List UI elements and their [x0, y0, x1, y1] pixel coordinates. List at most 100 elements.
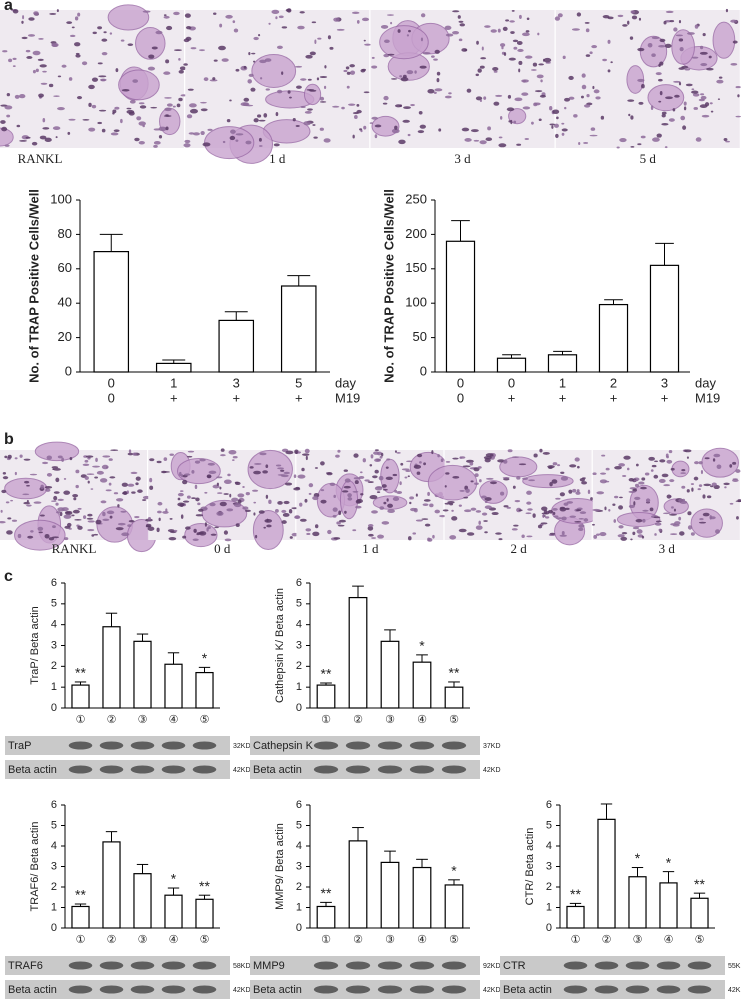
cell-small	[463, 496, 469, 499]
blot-label: MMP9	[253, 960, 285, 972]
cell-small	[197, 502, 201, 506]
cell-small	[280, 474, 289, 478]
cell-small	[26, 56, 33, 59]
cell-small	[216, 482, 219, 486]
cell-small	[710, 110, 714, 113]
cell-small	[21, 20, 24, 24]
cell-small	[509, 20, 515, 23]
cell-small	[576, 509, 582, 512]
y-tick-label: 4	[51, 619, 57, 631]
cell-small	[162, 471, 170, 473]
cell-small	[645, 498, 651, 503]
cell-small	[686, 456, 689, 459]
cell-small	[390, 21, 393, 25]
blot-band	[99, 985, 124, 994]
y-tick-label: 6	[51, 577, 57, 589]
cell-small	[510, 31, 515, 34]
cell-small	[134, 515, 140, 519]
cell-small	[526, 501, 532, 505]
cell-small	[473, 467, 480, 472]
cell-small	[120, 118, 123, 124]
cell-small	[461, 48, 468, 52]
y-tick-label: 50	[413, 329, 427, 344]
cell-small	[585, 54, 591, 57]
cell-small	[32, 69, 36, 74]
cell-small	[163, 15, 170, 19]
bar	[597, 818, 616, 929]
cell-small	[72, 494, 79, 498]
cell-small	[308, 483, 314, 488]
cell-small	[38, 93, 44, 98]
cell-small	[506, 506, 511, 509]
cell-small	[673, 27, 678, 32]
blot-band	[656, 961, 681, 970]
cell-small	[85, 455, 94, 458]
error-bar	[451, 220, 470, 242]
y-tick-label: 4	[296, 840, 302, 852]
cell-small	[374, 124, 382, 128]
cell-small	[661, 473, 669, 478]
blot-band	[161, 765, 186, 774]
error-bar	[569, 902, 582, 907]
significance: **	[321, 666, 332, 682]
cell-small	[414, 70, 417, 74]
y-axis-label: TraP/ Beta actin	[29, 606, 41, 684]
cell-small	[685, 83, 693, 87]
blot-band	[313, 961, 339, 970]
cell-small	[693, 107, 699, 110]
cell-small	[539, 448, 543, 453]
cell-small	[678, 498, 684, 503]
blot-band	[594, 985, 619, 994]
cell-small	[185, 36, 192, 41]
cell-small	[142, 124, 145, 128]
blot-band	[99, 961, 124, 970]
cell-small	[153, 128, 161, 131]
cell-small	[484, 531, 488, 534]
cell-small	[564, 97, 571, 102]
cell-small	[691, 56, 699, 59]
cell-small	[452, 10, 460, 13]
cell-small	[216, 511, 224, 516]
cell-small	[23, 501, 31, 505]
cell-small	[82, 463, 90, 467]
cell-small	[73, 497, 77, 501]
cell-small	[46, 455, 52, 460]
row-label: day	[335, 375, 356, 390]
cell-small	[53, 491, 60, 494]
cell-small	[84, 476, 89, 480]
cell-small	[234, 481, 239, 484]
cell-small	[596, 533, 600, 536]
cell-small	[301, 467, 305, 472]
treatment-label: +	[508, 390, 516, 405]
cell-small	[120, 39, 125, 42]
cell-small	[447, 500, 455, 504]
cell-large	[639, 35, 668, 68]
blot-band	[345, 741, 371, 750]
cell-small	[569, 464, 577, 468]
cell-small	[571, 28, 580, 31]
cell-small	[294, 515, 300, 519]
cell-small	[687, 511, 692, 516]
cell-small	[314, 467, 319, 469]
cell-small	[223, 530, 228, 535]
blot-label: Cathepsin K	[253, 740, 314, 752]
cell-small	[24, 480, 30, 484]
cell-small	[670, 467, 675, 471]
cell-small	[341, 106, 345, 110]
y-tick-label: 3	[546, 860, 552, 872]
error-bar	[631, 867, 644, 877]
image-caption: 2 d	[510, 541, 527, 556]
cell-small	[0, 120, 6, 124]
cell-small	[381, 521, 390, 525]
cell-small	[699, 45, 704, 50]
cell-small	[400, 77, 409, 82]
cell-small	[309, 89, 317, 92]
cell-small	[320, 461, 325, 466]
cell-small	[579, 478, 586, 482]
cell-small	[368, 533, 374, 537]
cell-small	[483, 96, 487, 100]
cell-small	[350, 70, 356, 75]
micrograph	[145, 448, 299, 551]
x-tick-label: 1	[559, 375, 566, 390]
y-tick-label: 4	[51, 840, 57, 852]
